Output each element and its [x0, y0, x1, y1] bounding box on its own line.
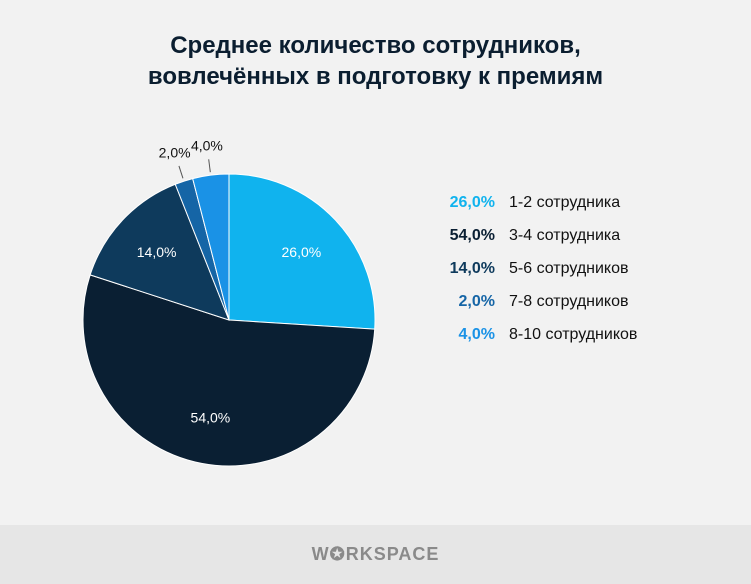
pie-chart: 26,0% 54,0% 14,0% 2,0% 4,0% [82, 137, 376, 467]
pie-slice-2 [89, 183, 230, 321]
legend-item: 4,0% 8-10 сотрудников [420, 318, 638, 351]
legend-label: 8-10 сотрудников [509, 325, 638, 343]
slice-label-3: 2,0% [159, 145, 191, 161]
legend: 26,0% 1-2 сотрудника 54,0% 3-4 сотрудника 14… [420, 186, 638, 351]
legend-item: 54,0% 3-4 сотрудника [420, 219, 637, 252]
title-line-1: Среднее количество сотрудников, [170, 32, 581, 59]
legend-percent: 2,0% [458, 292, 495, 310]
chart-title: Среднее количество сотрудников, вовлечён… [0, 30, 751, 92]
legend-percent: 26,0% [449, 193, 495, 211]
leader-line-4 [208, 159, 211, 173]
legend-label: 7-8 сотрудников [509, 292, 629, 310]
legend-percent: 4,0% [458, 325, 495, 343]
legend-label: 5-6 сотрудников [509, 259, 629, 277]
pie-slice-4 [192, 173, 230, 321]
slice-label-2: 14,0% [137, 244, 177, 260]
legend-label: 1-2 сотрудника [509, 193, 621, 211]
legend-item: 2,0% 7-8 сотрудников [420, 285, 637, 318]
workspace-logo: W✪RKSPACE [0, 525, 751, 584]
title-line-2: вовлечённых в подготовку к премиям [147, 63, 604, 90]
legend-item: 14,0% 5-6 сотрудников [420, 252, 637, 285]
legend-percent: 54,0% [449, 226, 495, 244]
legend-item: 26,0% 1-2 сотрудника [420, 186, 637, 219]
star-icon: ✪ [329, 544, 346, 564]
pie-slice-1 [82, 274, 376, 467]
slice-label-4: 4,0% [191, 137, 223, 153]
legend-label: 3-4 сотрудника [509, 226, 621, 244]
leader-line-3 [178, 165, 184, 179]
legend-percent: 14,0% [449, 259, 495, 277]
pie-slice-0 [228, 173, 376, 330]
slice-label-1: 54,0% [191, 410, 231, 426]
slice-label-0: 26,0% [282, 244, 322, 260]
